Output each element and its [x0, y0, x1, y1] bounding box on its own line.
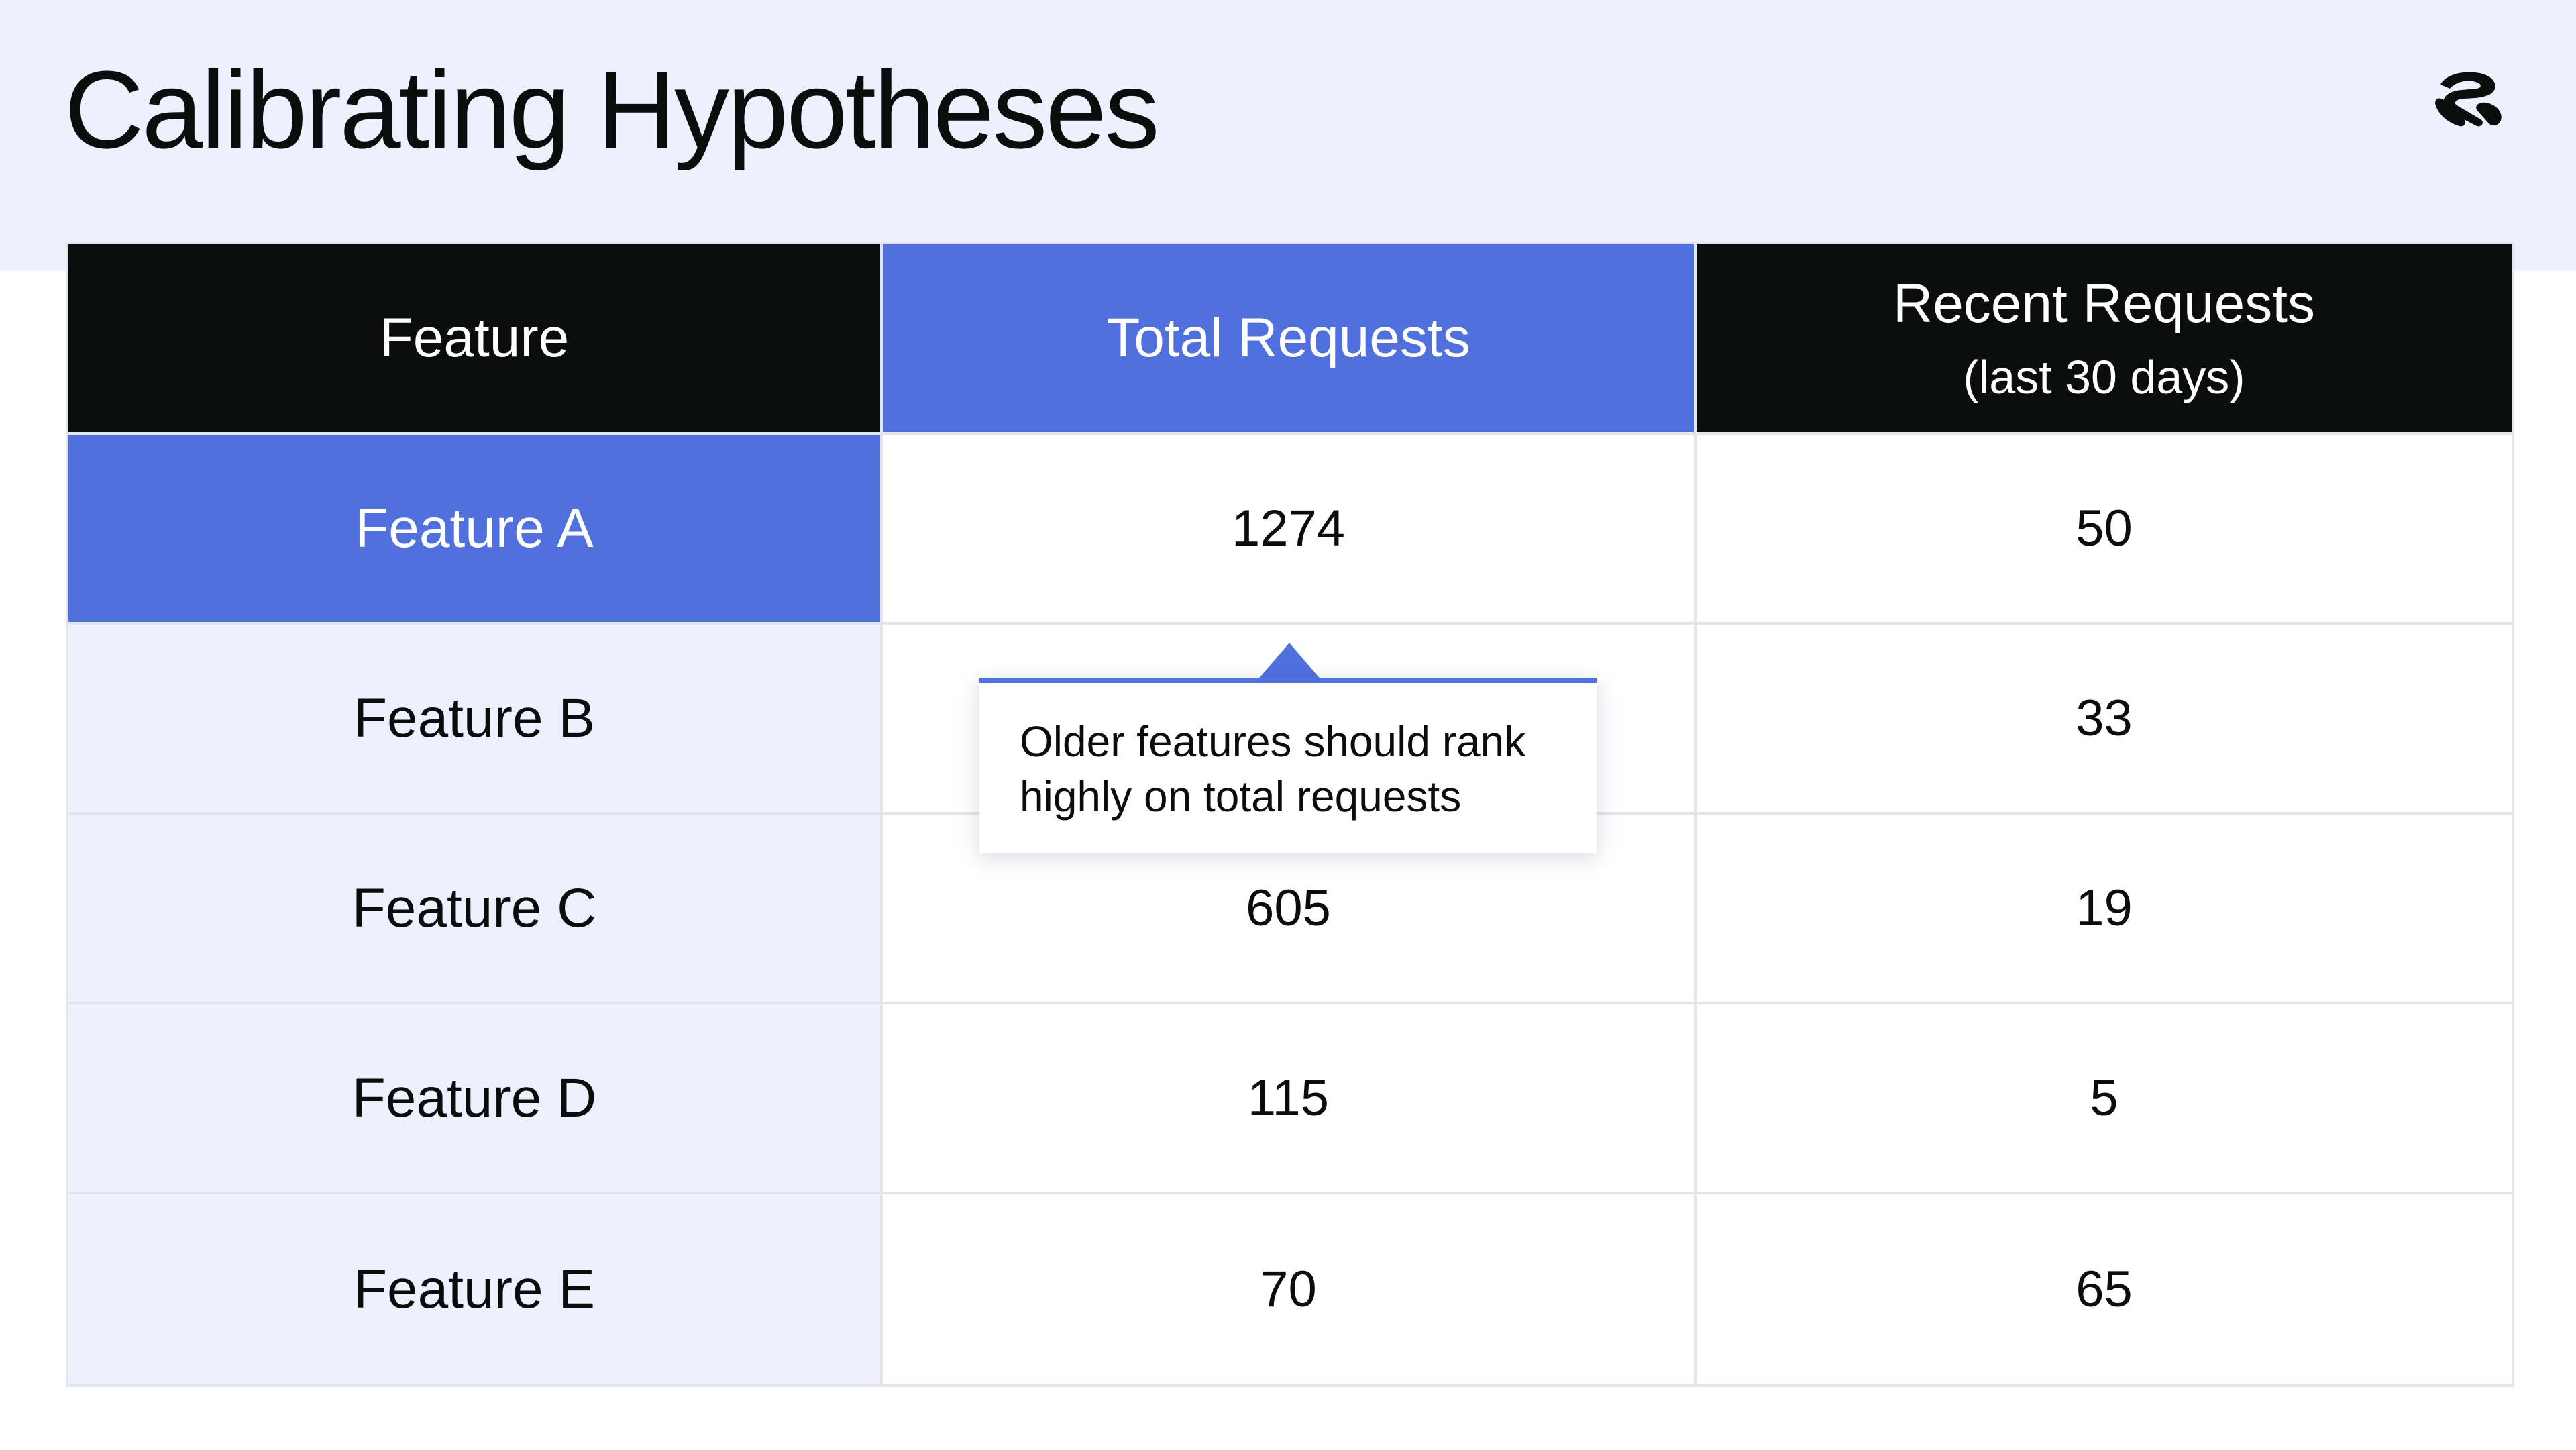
total-requests-cell: 115	[883, 1004, 1697, 1194]
slide-title: Calibrating Hypotheses	[64, 48, 1160, 171]
recent-requests-cell: 65	[1697, 1194, 2512, 1384]
column-header-recent-requests: Recent Requests (last 30 days)	[1697, 244, 2512, 435]
callout-text-line: highly on total requests	[1020, 772, 1462, 821]
row-label-feature-e: Feature E	[68, 1194, 883, 1384]
header-band	[0, 0, 2576, 271]
column-header-label: Feature	[379, 307, 570, 368]
recent-requests-cell: 33	[1697, 625, 2512, 815]
recent-requests-cell: 5	[1697, 1004, 2512, 1194]
callout-annotation: Older features should rank highly on tot…	[979, 678, 1597, 853]
row-label-feature-a: Feature A	[68, 435, 883, 625]
row-label-feature-b: Feature B	[68, 625, 883, 815]
column-header-sublabel: (last 30 days)	[1963, 351, 2245, 403]
column-header-feature: Feature	[68, 244, 883, 435]
row-label-feature-d: Feature D	[68, 1004, 883, 1194]
brand-logo-icon	[2435, 72, 2502, 127]
row-label-feature-c: Feature C	[68, 815, 883, 1004]
recent-requests-cell: 50	[1697, 435, 2512, 625]
column-header-label: Recent Requests	[1892, 273, 2315, 334]
total-requests-cell: 70	[883, 1194, 1697, 1384]
recent-requests-cell: 19	[1697, 815, 2512, 1004]
column-header-label: Total Requests	[1106, 307, 1470, 368]
total-requests-cell: 1274	[883, 435, 1697, 625]
callout-text-line: Older features should rank	[1020, 717, 1526, 766]
column-header-total-requests: Total Requests	[883, 244, 1697, 435]
callout-pointer	[1257, 643, 1322, 680]
